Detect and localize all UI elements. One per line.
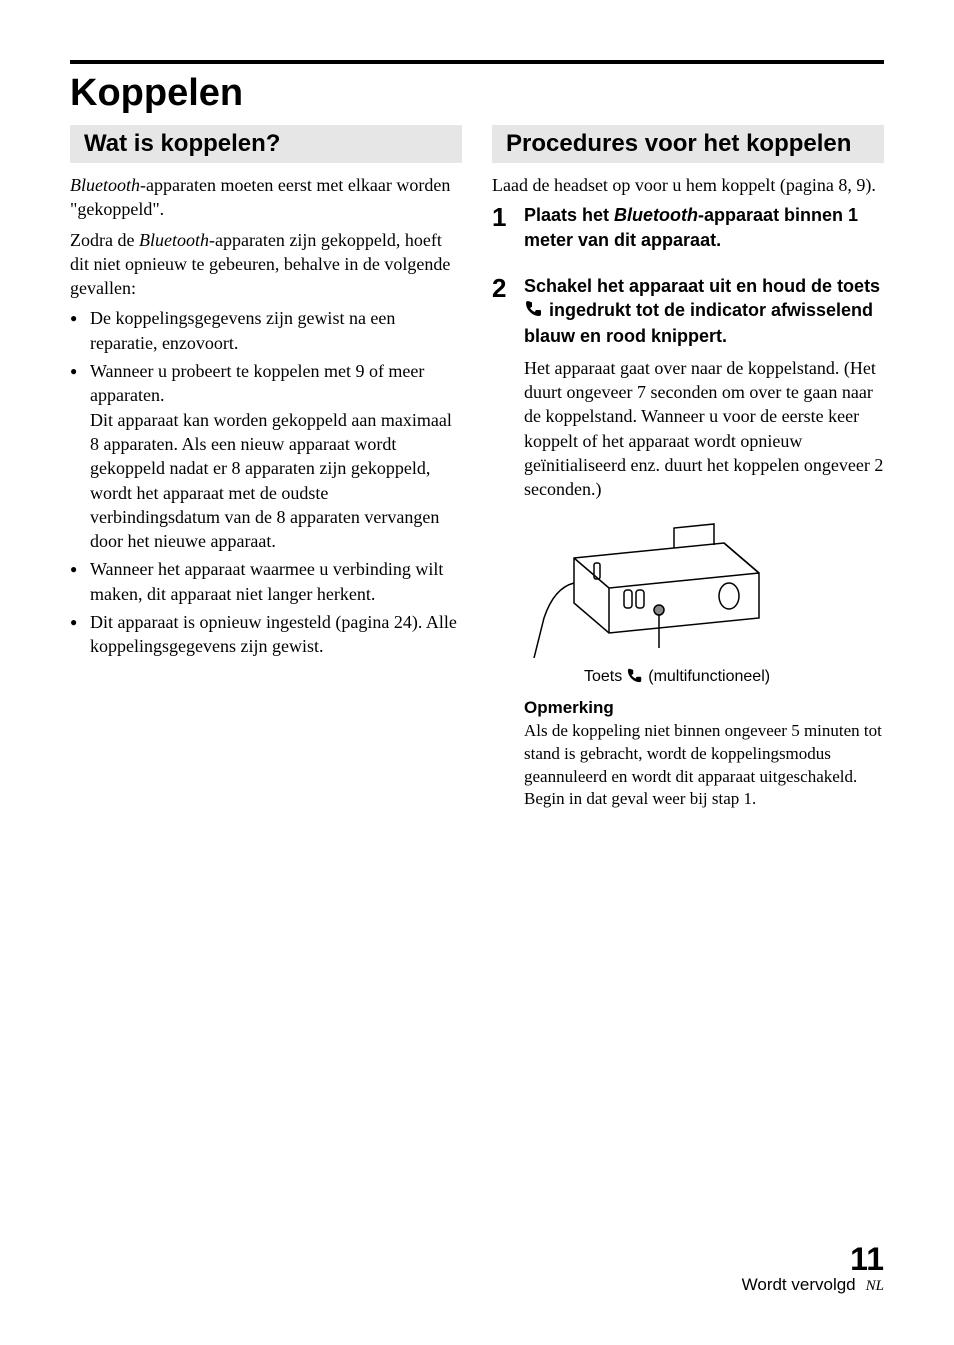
note-text: Als de koppeling niet binnen ongeveer 5 … xyxy=(524,720,884,812)
step1-a: Plaats het xyxy=(524,205,614,225)
page-title: Koppelen xyxy=(70,72,884,115)
list-item: De koppelingsgegevens zijn gewist na een… xyxy=(70,306,462,355)
left-bullet-list: De koppelingsgegevens zijn gewist na een… xyxy=(70,306,462,658)
left-intro-1: Bluetooth-apparaten moeten eerst met elk… xyxy=(70,173,462,222)
figure-caption: Toets (multifunctioneel) xyxy=(524,667,884,688)
page-number: 11 xyxy=(742,1243,884,1275)
phone-icon xyxy=(626,667,644,688)
step2-c: ingedrukt tot de indicator afwisselend b… xyxy=(524,300,873,345)
step-1: 1 Plaats het Bluetooth-apparaat binnen 1… xyxy=(492,203,884,260)
bluetooth-word: Bluetooth xyxy=(70,175,140,195)
right-section-heading: Procedures voor het koppelen xyxy=(492,125,884,163)
step-body: Plaats het Bluetooth-apparaat binnen 1 m… xyxy=(524,203,884,260)
list-item: Wanneer het apparaat waarmee u verbindin… xyxy=(70,557,462,606)
right-column: Procedures voor het koppelen Laad de hea… xyxy=(492,125,884,825)
bluetooth-word-3: Bluetooth xyxy=(614,205,698,225)
step-1-title: Plaats het Bluetooth-apparaat binnen 1 m… xyxy=(524,203,884,252)
left-section-heading: Wat is koppelen? xyxy=(70,125,462,163)
step-2: 2 Schakel het apparaat uit en houd de to… xyxy=(492,274,884,812)
left-intro-2: Zodra de Bluetooth-apparaten zijn gekopp… xyxy=(70,228,462,301)
device-illustration xyxy=(524,518,784,658)
list-item: Dit apparaat is opnieuw ingesteld (pagin… xyxy=(70,610,462,659)
footer-line: Wordt vervolgd NL xyxy=(742,1275,884,1295)
left-column: Wat is koppelen? Bluetooth-apparaten moe… xyxy=(70,125,462,825)
continued-label: Wordt vervolgd xyxy=(742,1275,856,1295)
step-body: Schakel het apparaat uit en houd de toet… xyxy=(524,274,884,812)
note-heading: Opmerking xyxy=(524,698,884,718)
phone-icon xyxy=(524,299,544,323)
step-2-para: Het apparaat gaat over naar de koppelsta… xyxy=(524,356,884,502)
step2-a: Schakel het apparaat uit en houd de toet… xyxy=(524,276,880,296)
caption-b: (multifunctioneel) xyxy=(648,668,770,686)
list-item: Wanneer u probeert te koppelen met 9 of … xyxy=(70,359,462,553)
right-intro: Laad de headset op voor u hem koppelt (p… xyxy=(492,173,884,197)
caption-a: Toets xyxy=(584,668,622,686)
content-columns: Wat is koppelen? Bluetooth-apparaten moe… xyxy=(70,125,884,825)
step-number: 2 xyxy=(492,274,524,812)
step-number: 1 xyxy=(492,203,524,260)
intro2-a: Zodra de xyxy=(70,230,139,250)
page-footer: 11 Wordt vervolgd NL xyxy=(742,1243,884,1295)
top-rule xyxy=(70,60,884,64)
language-code: NL xyxy=(866,1278,884,1294)
bluetooth-word-2: Bluetooth xyxy=(139,230,209,250)
step-2-title: Schakel het apparaat uit en houd de toet… xyxy=(524,274,884,348)
